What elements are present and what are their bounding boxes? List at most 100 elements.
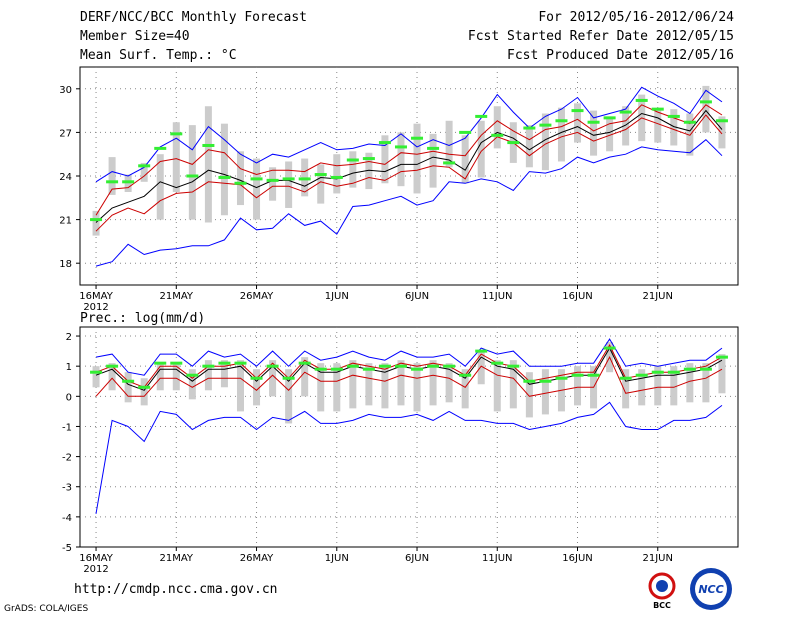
spread-box xyxy=(156,363,164,391)
x-tick-label: 11JUN xyxy=(482,553,512,564)
spread-box xyxy=(590,110,598,156)
ncc-logo: NCC xyxy=(688,566,734,612)
spread-box xyxy=(574,103,582,143)
obs-marker xyxy=(619,376,632,380)
spread-box xyxy=(686,363,694,403)
obs-marker xyxy=(330,175,343,179)
x-tick-label: 16JUN xyxy=(562,553,592,564)
obs-marker xyxy=(587,120,600,124)
spread-box xyxy=(92,366,100,388)
series-mean-line xyxy=(95,347,723,391)
spread-box xyxy=(557,107,565,162)
obs-marker xyxy=(635,373,648,377)
obs-marker xyxy=(362,367,375,371)
y-tick-label: 24 xyxy=(59,172,72,183)
x-tick-label: 21MAY xyxy=(160,553,194,564)
spread-box xyxy=(172,363,180,391)
spread-box xyxy=(156,154,164,220)
obs-marker xyxy=(491,133,504,137)
obs-marker xyxy=(443,161,456,165)
series-max-line xyxy=(95,338,723,376)
grads-credit: GrADS: COLA/IGES xyxy=(4,604,89,614)
spread-box xyxy=(285,369,293,424)
x-tick-label: 21JUN xyxy=(643,291,673,302)
x-tick-label: 21MAY xyxy=(160,291,194,302)
x-tick-label: 11JUN xyxy=(482,291,512,302)
spread-box xyxy=(461,369,469,409)
spread-box xyxy=(541,113,549,171)
obs-marker xyxy=(427,146,440,150)
spread-box xyxy=(493,106,501,149)
fcst-started-date: Fcst Started Refer Date 2012/05/15 xyxy=(467,29,734,44)
obs-marker xyxy=(234,181,247,185)
obs-marker xyxy=(250,177,263,181)
spread-box xyxy=(220,360,228,388)
obs-marker xyxy=(106,364,119,368)
obs-marker xyxy=(571,109,584,113)
obs-marker xyxy=(170,361,183,365)
spread-box xyxy=(269,167,277,201)
spread-box xyxy=(525,372,533,418)
y-tick-label: 0 xyxy=(66,392,72,403)
spread-box xyxy=(333,363,341,412)
spread-box xyxy=(493,360,501,412)
spread-box xyxy=(461,135,469,184)
x-tick-label: 16MAY xyxy=(79,553,113,564)
spread-box xyxy=(525,125,533,168)
obs-marker xyxy=(603,346,616,350)
x-tick-label: 26MAY xyxy=(240,553,274,564)
spread-box xyxy=(638,369,646,406)
obs-marker xyxy=(234,361,247,365)
obs-marker xyxy=(154,146,167,150)
obs-marker xyxy=(507,364,520,368)
spread-box xyxy=(333,154,341,194)
y-tick-label: -4 xyxy=(62,513,72,524)
obs-marker xyxy=(411,367,424,371)
temperature-panel: 18 21 24 27 30 16MAY 21MAY 26MAY 1JUN 6JUN 11JUN 16… xyxy=(59,66,739,313)
spread-box xyxy=(365,363,373,406)
spread-box xyxy=(718,354,726,394)
x-year-label: 2012 xyxy=(83,302,108,313)
spread-box xyxy=(445,363,453,403)
x-tick-label: 21JUN xyxy=(643,553,673,564)
series-max-line xyxy=(95,86,723,183)
obs-marker xyxy=(314,173,327,177)
spread-box xyxy=(429,360,437,406)
source-url[interactable]: http://cmdp.ncc.cma.gov.cn xyxy=(74,582,278,597)
obs-marker xyxy=(555,119,568,123)
spread-box xyxy=(702,363,710,403)
obs-marker xyxy=(539,379,552,383)
spread-box xyxy=(317,164,325,204)
spread-box xyxy=(477,120,485,178)
obs-marker xyxy=(298,361,311,365)
obs-marker xyxy=(314,367,327,371)
spread-box xyxy=(108,363,116,391)
obs-marker xyxy=(346,158,359,162)
obs-marker xyxy=(186,174,199,178)
spread-box xyxy=(606,116,614,152)
y-tick-label: -3 xyxy=(62,483,72,494)
x-tick-label: 1JUN xyxy=(325,291,349,302)
obs-marker xyxy=(459,130,472,134)
spread-box xyxy=(188,369,196,400)
obs-marker xyxy=(571,373,584,377)
ncc-logo-text: NCC xyxy=(698,583,723,596)
spread-box xyxy=(445,120,453,168)
series-min-line xyxy=(95,401,723,514)
obs-marker xyxy=(218,361,231,365)
obs-marker xyxy=(250,376,263,380)
y-tick-label: -5 xyxy=(62,543,72,554)
obs-marker xyxy=(218,175,231,179)
obs-marker xyxy=(394,364,407,368)
spread-box xyxy=(397,360,405,406)
obs-marker xyxy=(282,177,295,181)
spread-box xyxy=(285,161,293,208)
spread-box xyxy=(381,135,389,184)
spread-box xyxy=(654,109,662,143)
y-tick-label: -2 xyxy=(62,453,72,464)
obs-marker xyxy=(555,376,568,380)
spread-box xyxy=(397,132,405,187)
obs-marker xyxy=(266,364,279,368)
obs-marker xyxy=(394,145,407,149)
spread-box xyxy=(365,152,373,190)
